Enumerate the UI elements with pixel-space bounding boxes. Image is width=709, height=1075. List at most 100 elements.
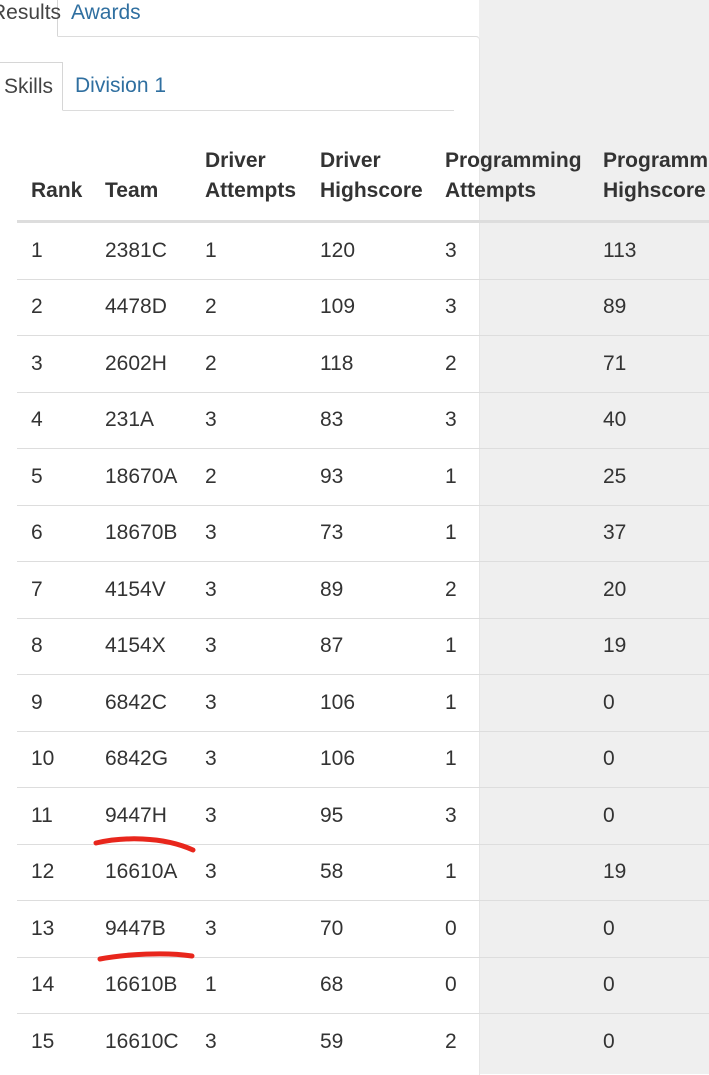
cell-rank: 14 [17, 957, 91, 1014]
cell-team: 4154X [91, 618, 191, 675]
cell-driver-attempts: 3 [191, 674, 306, 732]
cell-programming-highscore: 19 [589, 844, 709, 901]
cell-team: 18670B [91, 505, 191, 562]
cell-programming-highscore: 0 [589, 900, 709, 958]
cell-rank: 3 [17, 335, 91, 393]
table-row: 5 18670A 2 93 1 25 [17, 448, 709, 506]
tab-awards[interactable]: Awards [71, 0, 141, 37]
cell-team: 9447H [91, 787, 191, 845]
tab-results[interactable]: Results [0, 0, 61, 37]
header-programming-attempts-line1: Programming [445, 149, 582, 172]
cell-driver-highscore: 70 [306, 900, 431, 958]
cell-team: 9447B [91, 900, 191, 958]
cell-driver-highscore: 93 [306, 448, 431, 506]
table-row: 3 2602H 2 118 2 71 [17, 335, 709, 393]
table-row: 14 16610B 1 68 0 0 [17, 957, 709, 1014]
cell-rank: 11 [17, 787, 91, 845]
cell-team: 6842C [91, 674, 191, 732]
table-row: 1 2381C 1 120 3 113 [17, 221, 709, 280]
cell-programming-highscore: 37 [589, 505, 709, 562]
cell-programming-attempts: 0 [431, 900, 589, 958]
cell-programming-attempts: 1 [431, 844, 589, 901]
cell-driver-attempts: 3 [205, 1029, 217, 1053]
cell-programming-attempts: 1 [431, 731, 589, 788]
cell-rank: 1 [17, 221, 91, 280]
cell-driver-attempts: 1 [191, 957, 306, 1014]
header-programming-highscore-line1: Programming [603, 149, 709, 172]
cell-team: 4478D [91, 279, 191, 336]
tab-skills[interactable]: Skills [0, 62, 63, 111]
cell-programming-attempts: 0 [431, 957, 589, 1014]
cell-programming-attempts: 1 [431, 505, 589, 562]
cell-programming-highscore: 89 [589, 279, 709, 336]
cell-programming-highscore: 0 [589, 674, 709, 732]
cell-programming-highscore: 0 [589, 731, 709, 788]
header-programming-highscore[interactable]: Programming Highscore [589, 138, 709, 223]
cell-driver-highscore: 73 [306, 505, 431, 562]
cell-driver-highscore: 87 [306, 618, 431, 675]
table-row: 7 4154V 3 89 2 20 [17, 561, 709, 619]
tab-awards-label: Awards [71, 1, 141, 24]
header-driver-attempts-line2: Attempts [205, 179, 297, 202]
cell-rank: 7 [17, 561, 91, 619]
cell-team: 2602H [91, 335, 191, 393]
table-row: 2 4478D 2 109 3 89 [17, 279, 709, 336]
cell-rank: 5 [17, 448, 91, 506]
cell-programming-highscore: 113 [589, 221, 709, 280]
cell-driver-attempts: 3 [191, 900, 306, 958]
cell-driver-attempts: 2 [191, 335, 306, 393]
cell-team: 18670A [91, 448, 191, 506]
cell-programming-highscore: 20 [589, 561, 709, 619]
table-row: 4 231A 3 83 3 40 [17, 392, 709, 449]
cell-rank: 4 [17, 392, 91, 449]
cell-programming-highscore: 71 [589, 335, 709, 393]
cell-rank: 12 [17, 844, 91, 901]
cell-team: 6842G [91, 731, 191, 788]
cell-programming-highscore: 40 [589, 392, 709, 449]
table-row: 10 6842G 3 106 1 0 [17, 731, 709, 788]
cell-programming-attempts: 2 [431, 561, 589, 619]
cell-driver-attempts: 2 [191, 279, 306, 336]
header-team-label: Team [105, 179, 159, 202]
cell-driver-highscore: 118 [306, 335, 431, 393]
cell-driver-attempts: 2 [191, 448, 306, 506]
cell-programming-attempts: 2 [431, 335, 589, 393]
cell-driver-attempts: 3 [191, 392, 306, 449]
header-driver-highscore[interactable]: Driver Highscore [306, 138, 431, 223]
cell-team: 2381C [91, 221, 191, 280]
table-header-row: Rank Team Driver Attempts Driver Highscore… [17, 138, 709, 223]
table-header: Rank Team Driver Attempts Driver Highscore… [17, 138, 709, 223]
header-driver-highscore-line1: Driver [320, 149, 381, 172]
skills-table-wrapper: Rank Team Driver Attempts Driver Highscore… [17, 138, 709, 1070]
cell-rank: 6 [17, 505, 91, 562]
cell-programming-highscore: 25 [589, 448, 709, 506]
cell-programming-attempts: 3 [431, 787, 589, 845]
cell-rank: 8 [17, 618, 91, 675]
cell-rank: 9 [17, 674, 91, 732]
cell-driver-highscore: 109 [306, 279, 431, 336]
header-programming-attempts-line2: Attempts [445, 179, 537, 202]
cell-driver-attempts: 3 [191, 505, 306, 562]
header-team[interactable]: Team [91, 138, 191, 223]
tab-skills-label: Skills [3, 75, 53, 98]
header-driver-attempts[interactable]: Driver Attempts [191, 138, 306, 223]
cell-rank: 10 [17, 731, 91, 788]
cell-team: 16610B [91, 957, 191, 1014]
cell-driver-attempts: 3 [191, 787, 306, 845]
cell-programming-attempts: 1 [431, 618, 589, 675]
cell-rank: 13 [17, 900, 91, 958]
cell-driver-attempts: 3 [191, 618, 306, 675]
table-body: 1 2381C 1 120 3 113 2 4478D 2 109 3 89 3 2602H 2 118 2 71… [17, 221, 709, 1070]
header-programming-attempts[interactable]: Programming Attempts [431, 138, 589, 223]
table-row: 11 9447H 3 95 3 0 [17, 787, 709, 845]
table-row: 12 16610A 3 58 1 19 [17, 844, 709, 901]
header-rank[interactable]: Rank [17, 138, 91, 223]
cell-team: 16610A [91, 844, 191, 901]
cell-programming-highscore: 0 [589, 787, 709, 845]
cell-driver-highscore: 83 [306, 392, 431, 449]
tab-division-1[interactable]: Division 1 [75, 62, 166, 110]
cell-driver-highscore: 59 [320, 1029, 344, 1053]
cell-programming-highscore: 0 [589, 957, 709, 1014]
header-driver-attempts-line1: Driver [205, 149, 266, 172]
cell-team: 4154V [91, 561, 191, 619]
